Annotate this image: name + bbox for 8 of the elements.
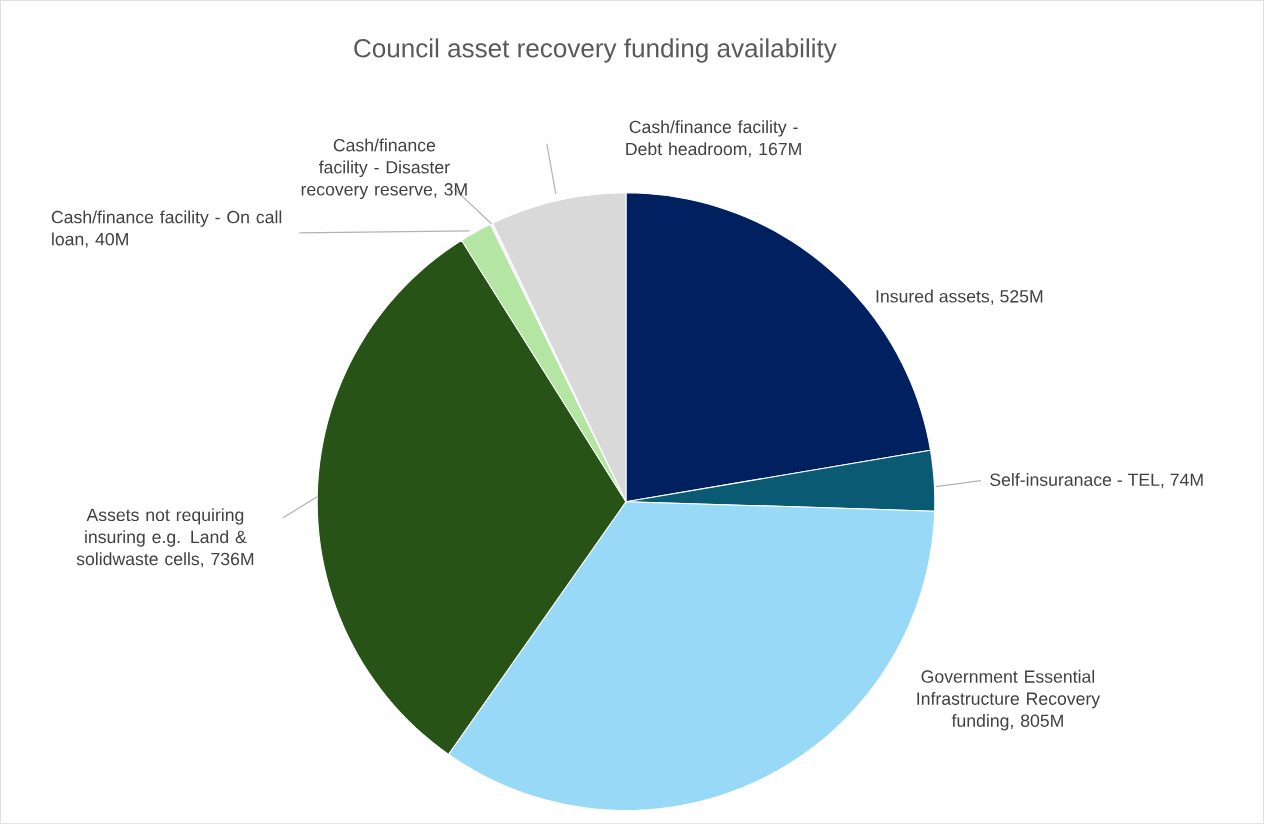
slice-label: Cash/finance facility - Disaster recovery reserve, 3M [301, 138, 467, 200]
slice-label: Insured assets, 525M [876, 289, 1043, 305]
slice-label: Self-insuranace - TEL, 74M [990, 473, 1203, 489]
chart-title: Council asset recovery funding availability [354, 38, 837, 63]
slice-label: Cash/finance facility - On call loan, 40M [51, 210, 282, 248]
slice-label: Government Essential Infrastructure Recovery funding, 805M [917, 669, 1101, 731]
slice-label: Assets not requiring insuring e.g. Land & solidwaste cells, 736M [76, 508, 254, 568]
slice-label: Cash/finance facility - Debt headroom, 167M [626, 120, 801, 158]
